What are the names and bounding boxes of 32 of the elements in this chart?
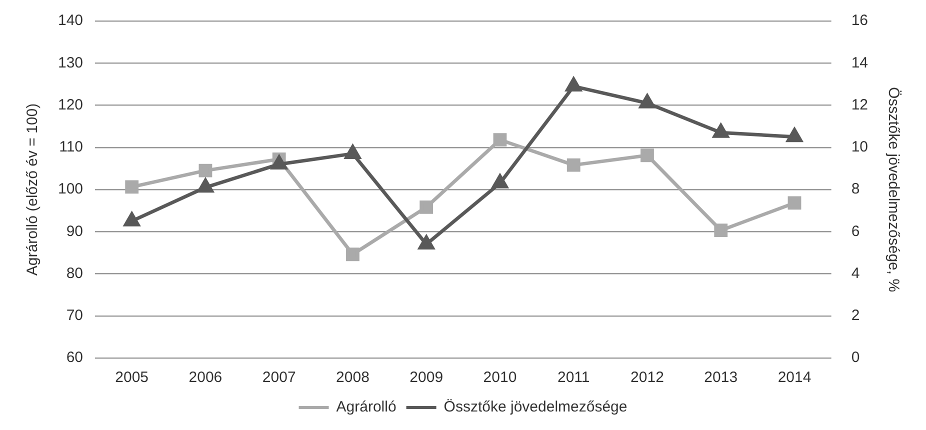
y-tick-label: 110	[59, 138, 84, 156]
legend-label: Agrárolló	[336, 398, 396, 416]
y2-tick-label: 6	[851, 222, 860, 240]
y2-tick-label: 16	[851, 12, 868, 30]
y2-tick-label: 10	[851, 138, 868, 156]
x-tick-label: 2012	[630, 369, 664, 386]
y2-tick-label: 2	[851, 307, 860, 324]
y2-tick-label: 0	[851, 349, 860, 366]
y-tick-label: 140	[58, 12, 84, 30]
y-tick-label: 100	[58, 180, 84, 198]
x-tick-label: 2013	[704, 369, 738, 386]
y-tick-label: 70	[66, 307, 84, 324]
x-tick-label: 2007	[262, 369, 296, 386]
y-tick-label: 120	[58, 96, 84, 114]
y2-tick-label: 4	[851, 264, 860, 282]
y2-tick-label: 14	[851, 54, 868, 72]
y-tick-label: 80	[66, 264, 84, 282]
x-tick-label: 2005	[115, 369, 149, 386]
y-tick-label: 60	[66, 349, 84, 366]
y-tick-label: 90	[66, 222, 84, 240]
legend-label: Össztőke jövedelmezősége	[444, 398, 628, 416]
x-tick-label: 2010	[483, 369, 517, 386]
y2-tick-label: 8	[851, 180, 860, 198]
x-tick-label: 2008	[336, 369, 370, 386]
y2-axis-title: Össztőke jövedelmezősége, %	[884, 86, 902, 292]
x-tick-label: 2009	[410, 369, 444, 386]
x-tick-label: 2014	[778, 369, 812, 386]
x-tick-label: 2011	[557, 369, 590, 386]
y-tick-label: 130	[58, 54, 84, 72]
x-tick-label: 2006	[188, 369, 222, 386]
y2-tick-label: 12	[851, 96, 868, 114]
y-axis-title: Agrárolló (előző év = 100)	[24, 103, 42, 276]
